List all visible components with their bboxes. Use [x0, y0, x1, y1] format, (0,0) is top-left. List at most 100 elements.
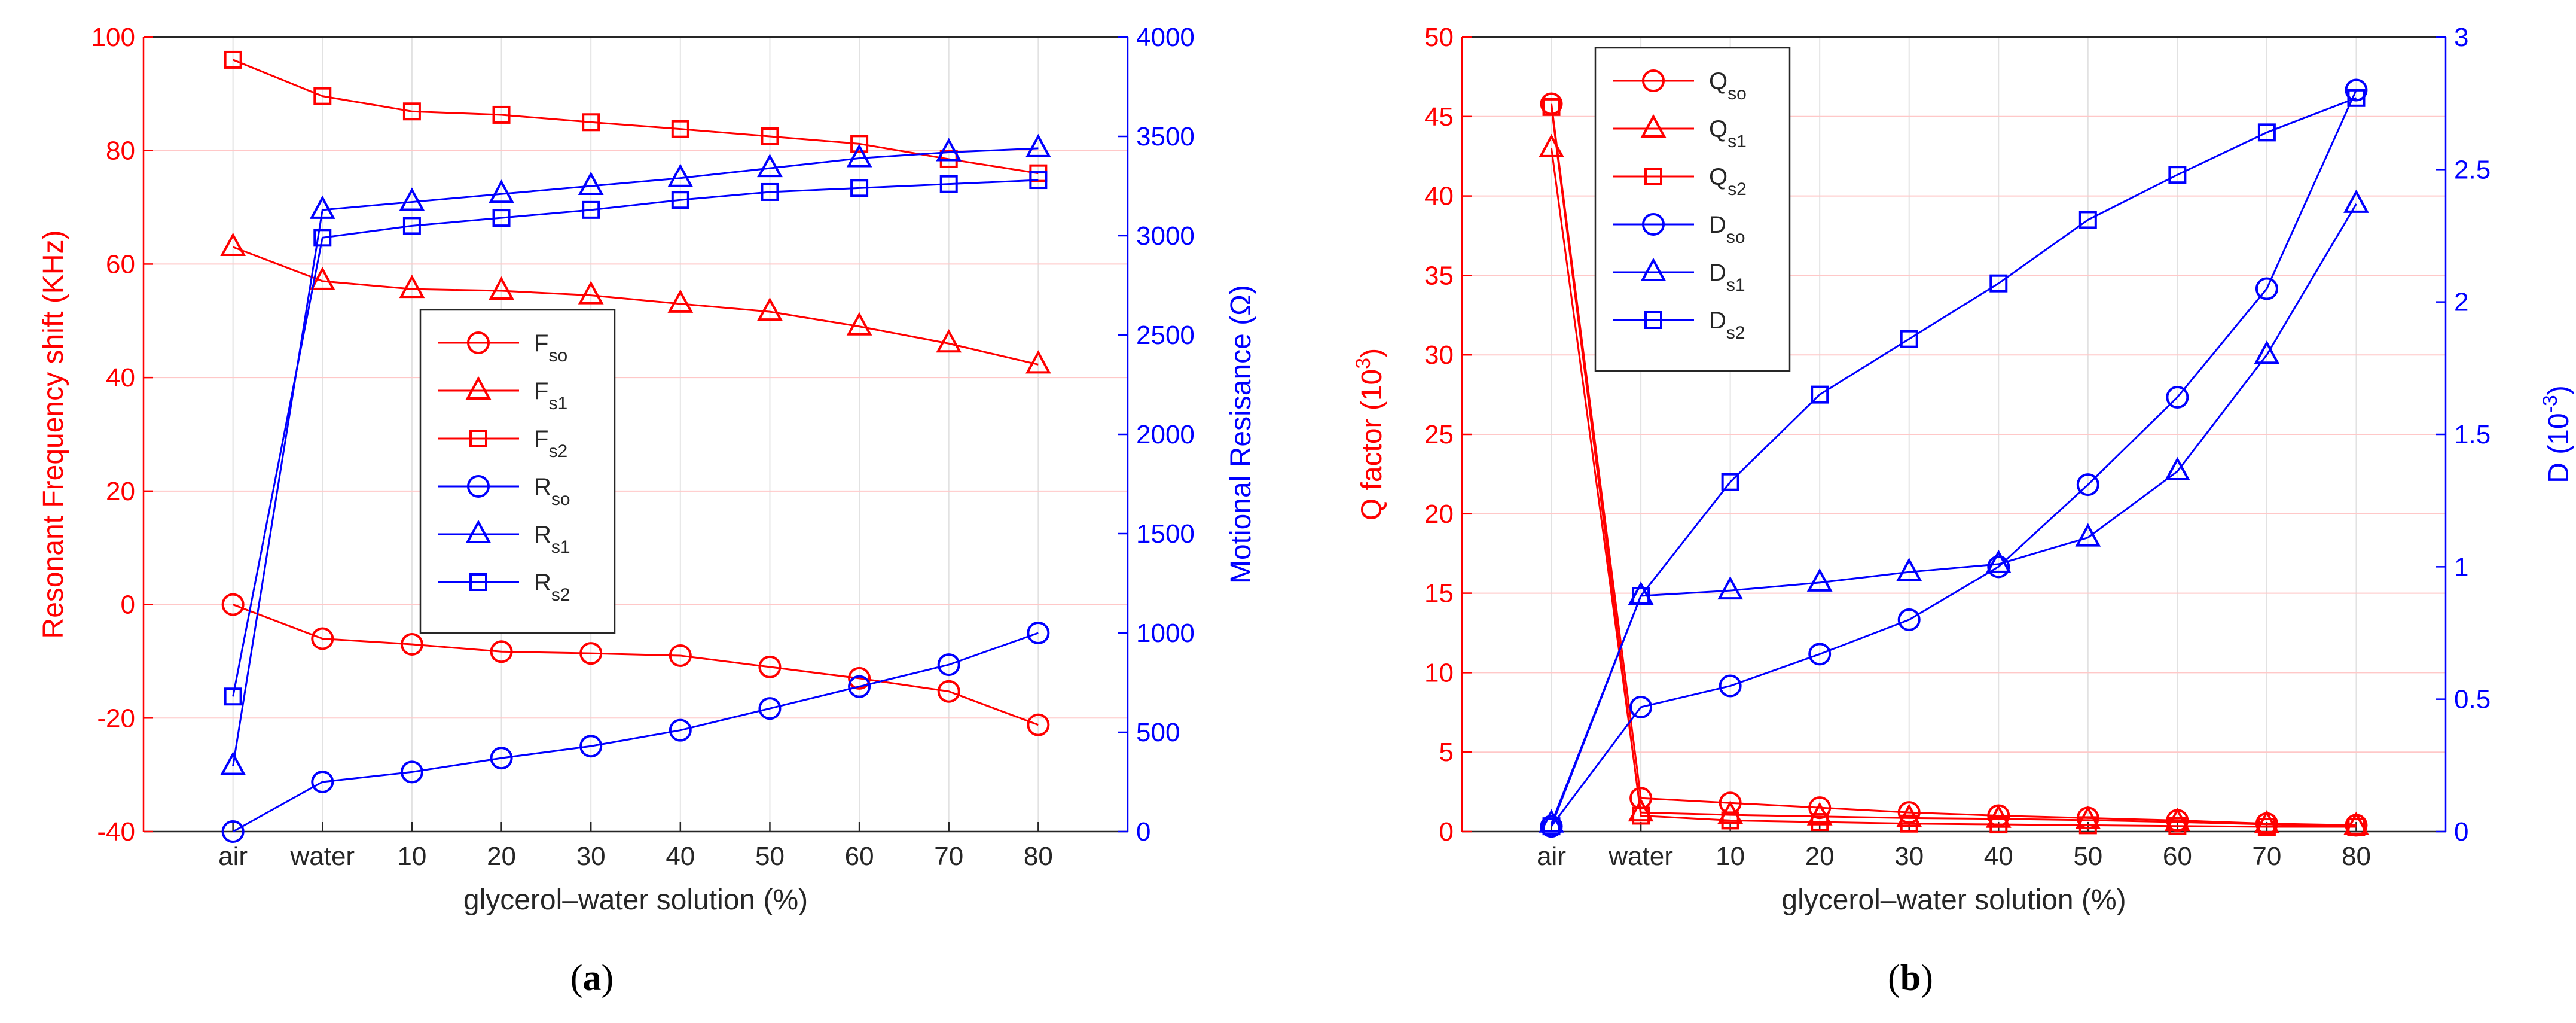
data-point-f-s2 — [582, 113, 600, 132]
data-point-d-s1 — [1896, 558, 1922, 581]
legend-box — [1594, 47, 1791, 372]
y-left-tick-label: 0 — [121, 590, 135, 620]
data-point-q-s2 — [2078, 816, 2097, 835]
data-point-q-so — [1897, 801, 1921, 824]
y-left-tick-label: 40 — [106, 363, 135, 392]
data-point-f-s2 — [850, 135, 869, 153]
y-right-axis-label: Motional Resisance (Ω) — [1225, 285, 1257, 584]
data-point-d-s1 — [1806, 568, 1833, 592]
data-point-q-s2 — [1632, 806, 1650, 825]
data-point-f-s1 — [757, 297, 783, 321]
series-line-d-s1 — [1551, 203, 2357, 824]
data-point-r-s2 — [671, 191, 689, 209]
data-point-q-s2 — [2347, 818, 2366, 836]
series-line-f-so — [233, 604, 1039, 726]
x-tick-label: 10 — [1716, 842, 1745, 871]
y-left-tick-label: 100 — [91, 23, 135, 52]
data-point-r-s2 — [761, 182, 779, 201]
data-point-f-so — [758, 655, 782, 678]
x-tick-label: 20 — [487, 842, 516, 871]
data-point-d-s2 — [2168, 166, 2187, 184]
y-left-tick-label: 20 — [1424, 500, 1454, 529]
legend-marker — [1640, 114, 1667, 138]
data-point-r-s1 — [399, 187, 425, 211]
data-point-d-so — [1629, 695, 1653, 718]
y-left-tick-label: 80 — [106, 136, 135, 166]
series-line-f-s2 — [233, 59, 1039, 175]
chart-panel-a: air water 10 20 30 40 50 60 70 80 -40 -20 0 20 40 60 80 1… — [38, 23, 1257, 916]
data-point-d-s2 — [1632, 587, 1650, 605]
y-left-tick-label: -20 — [97, 704, 135, 733]
data-point-d-s1 — [1539, 809, 1564, 833]
data-point-q-s2 — [2257, 818, 2276, 836]
data-point-d-s1 — [2164, 456, 2190, 480]
series-line-q-s2 — [1551, 106, 2357, 828]
data-point-r-so — [579, 735, 603, 758]
y-right-tick-label: 0 — [2454, 817, 2468, 847]
data-point-f-so — [669, 644, 692, 667]
data-point-d-so — [2255, 277, 2278, 300]
y-right-tick-label: 1500 — [1136, 519, 1195, 549]
data-point-q-s2 — [1989, 815, 2008, 834]
data-point-q-s2 — [2168, 817, 2187, 835]
x-tick-label: 30 — [1894, 842, 1924, 871]
data-point-d-s2 — [1811, 385, 1829, 404]
y-right-tick-label: 3000 — [1136, 221, 1195, 251]
x-tick-label: water — [1608, 842, 1673, 871]
data-point-f-s2 — [402, 102, 421, 121]
data-point-d-so — [1897, 608, 1921, 631]
legend-label: Fs2 — [534, 426, 567, 461]
y-left-tick-label: 20 — [106, 477, 135, 506]
chart-panel-b: air water 10 20 30 40 50 60 70 800510152025303540… — [1352, 23, 2575, 916]
y-left-tick-label: 15 — [1424, 579, 1454, 608]
y-right-tick-label: 3500 — [1136, 122, 1195, 151]
data-point-f-so — [221, 593, 245, 616]
legend-label: Dso — [1709, 212, 1745, 247]
data-point-r-s2 — [582, 200, 600, 219]
legend-marker — [1642, 69, 1665, 92]
data-point-r-s2 — [939, 175, 958, 193]
legend-label: Qs1 — [1709, 116, 1747, 151]
data-point-r-s1 — [220, 751, 246, 775]
x-tick-label: 80 — [2342, 842, 2371, 871]
y-right-tick-label: 1000 — [1136, 619, 1195, 648]
data-point-d-so — [2076, 473, 2099, 497]
x-tick-label: 60 — [2163, 842, 2192, 871]
data-point-f-s2 — [313, 87, 332, 105]
legend-label: Rs2 — [534, 570, 570, 605]
data-point-r-so — [758, 697, 782, 720]
data-point-f-so — [490, 640, 513, 663]
data-point-f-s1 — [578, 281, 604, 305]
legend-marker — [1644, 311, 1662, 329]
y-right-tick-label: 2 — [2454, 288, 2468, 317]
x-tick-label: 20 — [1805, 842, 1835, 871]
y-left-tick-label: 10 — [1424, 658, 1454, 687]
legend-label: Qso — [1709, 68, 1747, 103]
y-right-tick-label: 2500 — [1136, 321, 1195, 350]
y-right-tick-label: 0.5 — [2454, 685, 2490, 714]
y-left-tick-label: 5 — [1439, 738, 1454, 767]
y-left-tick-label: -40 — [97, 817, 135, 847]
y-right-tick-label: 4000 — [1136, 23, 1195, 52]
legend-marker — [465, 376, 492, 400]
data-point-r-s2 — [402, 217, 421, 235]
legend-box — [419, 309, 616, 634]
data-point-r-s1 — [578, 171, 604, 195]
data-point-r-so — [1027, 622, 1050, 644]
data-point-r-so — [221, 820, 245, 843]
data-point-f-so — [400, 632, 423, 656]
series-line-q-so — [1551, 103, 2357, 826]
data-point-f-s2 — [492, 105, 511, 124]
legend-marker — [467, 331, 490, 354]
caption-a-letter: a — [583, 958, 602, 998]
data-point-r-s2 — [850, 179, 869, 197]
data-point-q-s1 — [1628, 797, 1654, 822]
data-point-r-so — [937, 653, 960, 677]
series-line-r-s2 — [232, 179, 1039, 697]
data-point-f-so — [1027, 713, 1050, 736]
data-point-d-s2 — [2078, 211, 2097, 229]
x-tick-label: 70 — [2252, 842, 2281, 871]
data-point-f-s1 — [399, 274, 425, 299]
data-point-r-s1 — [936, 138, 962, 162]
